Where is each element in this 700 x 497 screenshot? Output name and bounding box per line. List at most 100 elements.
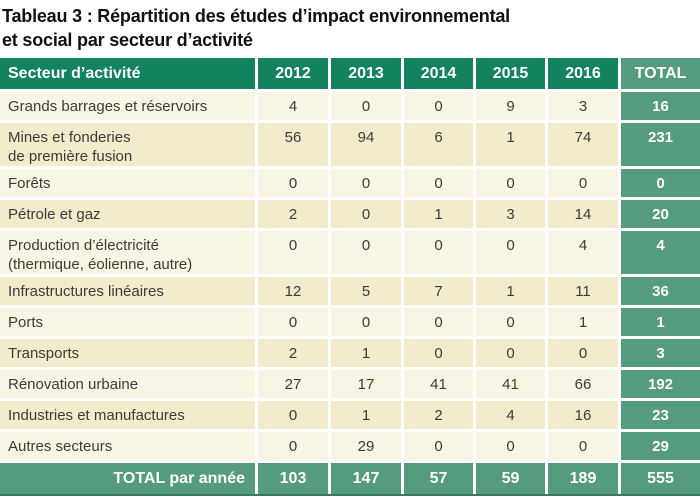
value-cell: 74 <box>548 123 621 169</box>
value-cell: 7 <box>404 277 476 308</box>
value-cell: 0 <box>331 92 404 123</box>
value-cell: 0 <box>258 401 331 432</box>
value-cell: 1 <box>476 277 548 308</box>
value-cell: 29 <box>331 432 404 463</box>
header-row: Secteur d’activité 2012 2013 2014 2015 2… <box>0 58 700 92</box>
value-cell: 0 <box>258 308 331 339</box>
value-cell: 2 <box>258 200 331 231</box>
row-total-cell: 3 <box>621 339 700 370</box>
value-cell: 41 <box>476 370 548 401</box>
row-total-cell: 192 <box>621 370 700 401</box>
row-total-cell: 23 <box>621 401 700 432</box>
row-total-cell: 20 <box>621 200 700 231</box>
value-cell: 17 <box>331 370 404 401</box>
value-cell: 0 <box>258 169 331 200</box>
value-cell: 0 <box>404 231 476 277</box>
sector-cell: Ports <box>0 308 258 339</box>
footer-value-2013: 147 <box>331 463 404 494</box>
value-cell: 1 <box>548 308 621 339</box>
sector-cell: Forêts <box>0 169 258 200</box>
table-body: Grands barrages et réservoirs 4 0 0 9 3 16 Mine… <box>0 92 700 463</box>
value-cell: 0 <box>331 231 404 277</box>
value-cell: 41 <box>404 370 476 401</box>
value-cell: 2 <box>404 401 476 432</box>
value-cell: 1 <box>331 339 404 370</box>
value-cell: 4 <box>476 401 548 432</box>
sector-cell: Pétrole et gaz <box>0 200 258 231</box>
sector-cell: Mines et fonderies de première fusion <box>0 123 258 169</box>
value-cell: 0 <box>404 432 476 463</box>
footer-row: TOTAL par année 103 147 57 59 189 555 <box>0 463 700 494</box>
sector-label: Production d’électricité <box>8 237 159 254</box>
value-cell: 4 <box>258 92 331 123</box>
row-total-cell: 1 <box>621 308 700 339</box>
header-year-2015: 2015 <box>476 58 548 92</box>
sector-label-line2: de première fusion <box>8 148 133 165</box>
table-row: Ports 0 0 0 0 1 1 <box>0 308 700 339</box>
footer-value-2014: 57 <box>404 463 476 494</box>
impact-studies-table: Secteur d’activité 2012 2013 2014 2015 2… <box>0 58 700 496</box>
value-cell: 0 <box>476 339 548 370</box>
header-year-2013: 2013 <box>331 58 404 92</box>
sector-label: Industries et manufactures <box>8 407 185 424</box>
value-cell: 16 <box>548 401 621 432</box>
value-cell: 1 <box>476 123 548 169</box>
value-cell: 56 <box>258 123 331 169</box>
value-cell: 94 <box>331 123 404 169</box>
value-cell: 0 <box>331 308 404 339</box>
value-cell: 5 <box>331 277 404 308</box>
value-cell: 0 <box>331 169 404 200</box>
sector-cell: Rénovation urbaine <box>0 370 258 401</box>
sector-label: Rénovation urbaine <box>8 376 139 393</box>
row-total-cell: 29 <box>621 432 700 463</box>
sector-label: Grands barrages et réservoirs <box>8 98 208 115</box>
footer-value-2015: 59 <box>476 463 548 494</box>
header-sector: Secteur d’activité <box>0 58 258 92</box>
table-row: Autres secteurs 0 29 0 0 0 29 <box>0 432 700 463</box>
table-row: Mines et fonderies de première fusion 56 94… <box>0 123 700 169</box>
row-total-cell: 231 <box>621 123 700 169</box>
value-cell: 0 <box>476 432 548 463</box>
value-cell: 0 <box>476 231 548 277</box>
footer-grand-total: 555 <box>621 463 700 494</box>
value-cell: 0 <box>548 339 621 370</box>
footer-label: TOTAL par année <box>0 463 258 494</box>
header-total: TOTAL <box>621 58 700 92</box>
value-cell: 27 <box>258 370 331 401</box>
value-cell: 0 <box>404 339 476 370</box>
sector-label: Infrastructures linéaires <box>8 283 164 300</box>
value-cell: 11 <box>548 277 621 308</box>
table-title-line2: et social par secteur d’activité <box>2 30 253 50</box>
table-row: Infrastructures linéaires 12 5 7 1 11 36 <box>0 277 700 308</box>
table-row: Forêts 0 0 0 0 0 0 <box>0 169 700 200</box>
sector-label: Ports <box>8 314 44 331</box>
value-cell: 0 <box>476 169 548 200</box>
table-title-line1: Tableau 3 : Répartition des études d’imp… <box>2 6 510 26</box>
row-total-cell: 36 <box>621 277 700 308</box>
value-cell: 6 <box>404 123 476 169</box>
value-cell: 0 <box>476 308 548 339</box>
header-year-2014: 2014 <box>404 58 476 92</box>
value-cell: 0 <box>404 169 476 200</box>
row-total-cell: 16 <box>621 92 700 123</box>
table-row: Grands barrages et réservoirs 4 0 0 9 3 16 <box>0 92 700 123</box>
value-cell: 0 <box>548 432 621 463</box>
value-cell: 9 <box>476 92 548 123</box>
value-cell: 1 <box>404 200 476 231</box>
value-cell: 3 <box>548 92 621 123</box>
value-cell: 12 <box>258 277 331 308</box>
sector-cell: Industries et manufactures <box>0 401 258 432</box>
footer-value-2012: 103 <box>258 463 331 494</box>
sector-cell: Infrastructures linéaires <box>0 277 258 308</box>
value-cell: 2 <box>258 339 331 370</box>
sector-cell: Transports <box>0 339 258 370</box>
header-year-2016: 2016 <box>548 58 621 92</box>
table-row: Industries et manufactures 0 1 2 4 16 23 <box>0 401 700 432</box>
header-year-2012: 2012 <box>258 58 331 92</box>
table-row: Production d’électricité (thermique, éoli… <box>0 231 700 277</box>
value-cell: 0 <box>404 308 476 339</box>
table-title: Tableau 3 : Répartition des études d’imp… <box>0 0 700 52</box>
sector-label: Mines et fonderies <box>8 129 131 146</box>
value-cell: 66 <box>548 370 621 401</box>
value-cell: 0 <box>331 200 404 231</box>
